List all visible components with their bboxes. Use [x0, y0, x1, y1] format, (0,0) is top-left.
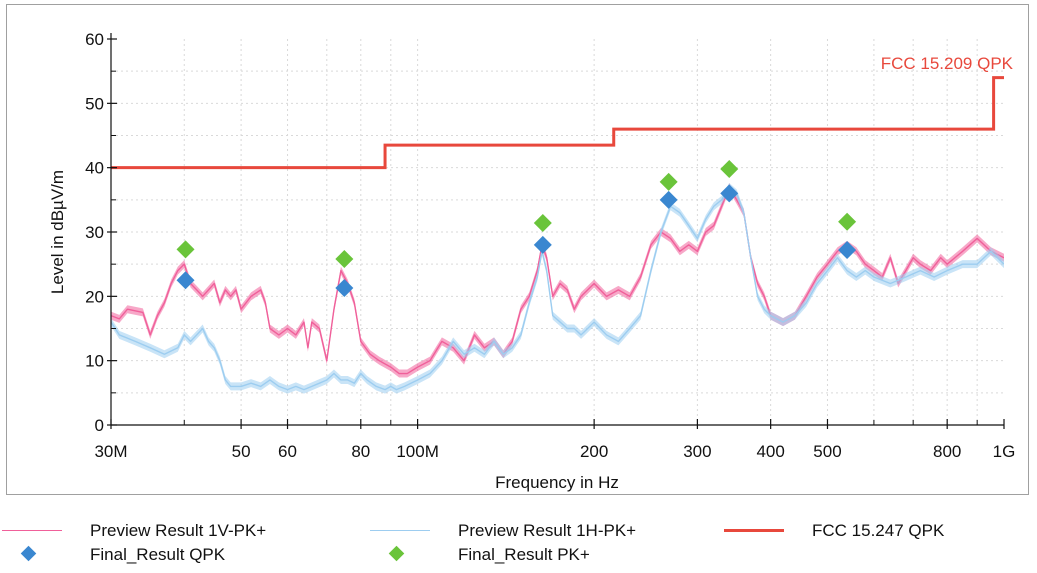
chart-frame: 0 10 20 30 40 50 60 30M 50 60 80 100M 200 300 400 500 80… [6, 4, 1029, 495]
y-tick-label: 20 [85, 287, 104, 306]
legend-line-pink [2, 530, 62, 531]
blue-diamond-icon [20, 545, 37, 562]
x-tick-label: 200 [580, 442, 608, 461]
marker-diamond [176, 271, 195, 290]
x-tick-label: 50 [232, 442, 251, 461]
marker-diamond [659, 172, 678, 191]
marker-diamond [176, 240, 195, 259]
y-tick-label: 40 [85, 159, 104, 178]
x-tick-label: 30M [94, 442, 127, 461]
x-tick-label: 100M [396, 442, 439, 461]
legend-line-light-blue [370, 530, 430, 531]
x-tick-label: 300 [683, 442, 711, 461]
marker-diamond [838, 241, 857, 260]
legend-item-fcc-limit: FCC 15.247 QPK [722, 520, 944, 542]
y-axis-label: Level in dBµV/m [48, 170, 67, 294]
marker-diamond [659, 190, 678, 209]
x-tick-label: 400 [756, 442, 784, 461]
marker-diamond [335, 278, 354, 297]
y-tick-label: 30 [85, 223, 104, 242]
legend-label: Preview Result 1V-PK+ [90, 521, 267, 540]
y-tick-label: 60 [85, 30, 104, 49]
legend-label: FCC 15.247 QPK [812, 521, 945, 540]
limit-line [111, 76, 1004, 170]
x-tick-label: 800 [933, 442, 961, 461]
green-diamond-icon [388, 545, 405, 562]
y-tick-label: 50 [85, 94, 104, 113]
legend: Preview Result 1V-PK+ Preview Result 1H-… [0, 520, 1037, 573]
series-layer [111, 76, 1004, 394]
legend-item-final-pk: Final_Result PK+ [368, 544, 590, 566]
x-tick-label: 80 [351, 442, 370, 461]
x-axis-label: Frequency in Hz [495, 473, 619, 492]
legend-label: Final_Result QPK [90, 545, 226, 564]
marker-diamond [335, 250, 354, 269]
x-tick-label: 60 [278, 442, 297, 461]
legend-item-preview-1h: Preview Result 1H-PK+ [368, 520, 636, 542]
limit-annotation: FCC 15.209 QPK [881, 54, 1014, 73]
y-tick-label: 0 [95, 416, 104, 435]
axes: 0 10 20 30 40 50 60 30M 50 60 80 100M 200 300 400 500 80… [85, 30, 1015, 461]
legend-item-final-qpk: Final_Result QPK [0, 544, 225, 566]
legend-label: Preview Result 1H-PK+ [458, 521, 637, 540]
legend-label: Final_Result PK+ [458, 545, 590, 564]
marker-diamond [533, 235, 552, 254]
legend-item-preview-1v: Preview Result 1V-PK+ [0, 520, 266, 542]
marker-diamond [838, 212, 857, 231]
chart-svg: 0 10 20 30 40 50 60 30M 50 60 80 100M 200 300 400 500 80… [48, 30, 1015, 492]
legend-line-red [724, 529, 784, 532]
x-tick-label: 1G [993, 442, 1016, 461]
marker-diamond [720, 184, 739, 203]
x-tick-label: 500 [813, 442, 841, 461]
marker-diamond [720, 159, 739, 178]
marker-diamond [533, 213, 552, 232]
y-tick-label: 10 [85, 352, 104, 371]
